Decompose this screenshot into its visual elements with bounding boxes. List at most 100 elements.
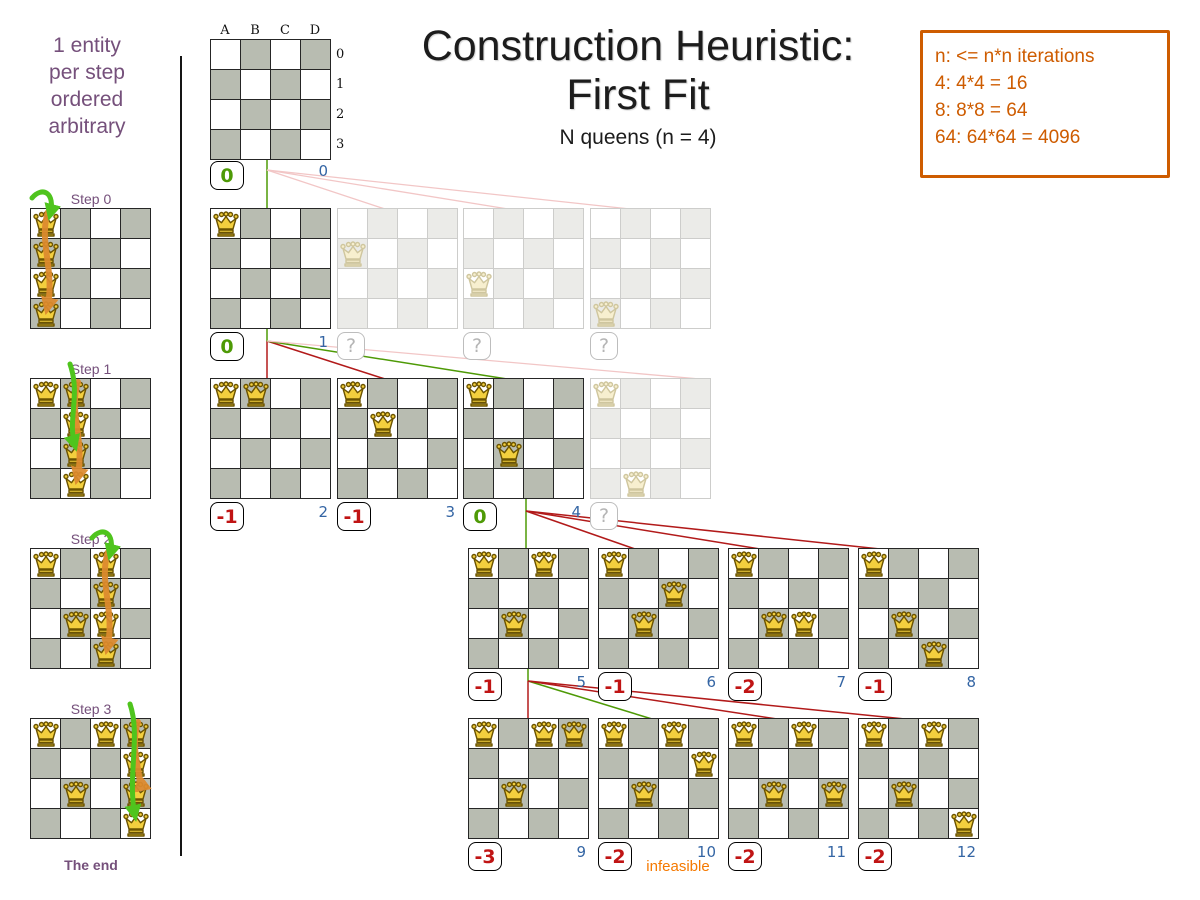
board-cell (428, 299, 458, 329)
board-cell (499, 749, 529, 779)
board-cell (681, 239, 711, 269)
queen-icon (32, 720, 60, 748)
board-cell (651, 239, 681, 269)
queen-icon (592, 380, 620, 408)
board-cell (729, 719, 759, 749)
board-cell (554, 269, 584, 299)
board-cell (91, 719, 121, 749)
board-cell (759, 809, 789, 839)
board-cell (301, 409, 331, 439)
row-label: 3 (336, 137, 345, 152)
score-badge: -2 (728, 842, 762, 871)
board-cell (241, 130, 271, 160)
board-cell (651, 469, 681, 499)
queen-icon (820, 780, 848, 808)
board-cell (499, 549, 529, 579)
board-cell (524, 269, 554, 299)
board-cell (949, 779, 979, 809)
candidate-chessboard (337, 208, 458, 329)
queen-icon (500, 610, 528, 638)
board-cell (554, 299, 584, 329)
queen-icon (470, 720, 498, 748)
queen-icon (622, 470, 650, 498)
note-line: 4: 4*4 = 16 (935, 73, 1028, 94)
board-cell (338, 209, 368, 239)
board-cell (338, 409, 368, 439)
entity-order-line: arbitrary (48, 115, 126, 138)
board-cell (469, 749, 499, 779)
board-cell (338, 269, 368, 299)
score-badge: 0 (463, 502, 497, 531)
board-cell (529, 549, 559, 579)
step-chessboard (30, 378, 151, 499)
board-cell (31, 409, 61, 439)
board-cell (494, 239, 524, 269)
board-cell (121, 549, 151, 579)
board-cell (689, 749, 719, 779)
board-cell (338, 299, 368, 329)
queen-icon (32, 270, 60, 298)
candidate-chessboard (337, 378, 458, 499)
board-cell (949, 809, 979, 839)
board-cell (559, 809, 589, 839)
board-cell (559, 549, 589, 579)
board-cell (949, 639, 979, 669)
column-label: C (280, 23, 290, 38)
board-cell (91, 299, 121, 329)
board-cell (271, 439, 301, 469)
entity-order-line: per step (49, 61, 125, 84)
candidate-chessboard (468, 718, 589, 839)
board-cell (789, 779, 819, 809)
board-cell (681, 439, 711, 469)
queen-icon (212, 380, 240, 408)
board-cell (621, 209, 651, 239)
board-cell (919, 579, 949, 609)
board-cell (494, 269, 524, 299)
board-cell (301, 100, 331, 130)
board-cell (61, 209, 91, 239)
board-cell (91, 409, 121, 439)
move-index-number: 1 (318, 333, 328, 351)
board-cell (121, 609, 151, 639)
board-cell (464, 379, 494, 409)
board-cell (91, 379, 121, 409)
board-cell (524, 469, 554, 499)
board-cell (301, 379, 331, 409)
queen-icon (212, 210, 240, 238)
board-cell (659, 809, 689, 839)
candidate-chessboard (858, 718, 979, 839)
queen-icon (62, 610, 90, 638)
queen-icon (122, 780, 150, 808)
score-badge: ? (463, 332, 491, 360)
board-cell (301, 469, 331, 499)
board-cell (524, 379, 554, 409)
step-chessboard (30, 718, 151, 839)
board-cell (759, 579, 789, 609)
board-cell (919, 719, 949, 749)
board-cell (681, 299, 711, 329)
queen-icon (500, 780, 528, 808)
queen-icon (790, 610, 818, 638)
queen-icon (660, 580, 688, 608)
board-cell (591, 379, 621, 409)
score-badge: 0 (210, 161, 244, 190)
board-cell (689, 809, 719, 839)
queen-icon (592, 300, 620, 328)
board-cell (271, 379, 301, 409)
board-cell (651, 299, 681, 329)
queen-icon (690, 750, 718, 778)
board-cell (591, 409, 621, 439)
board-cell (31, 609, 61, 639)
board-cell (524, 439, 554, 469)
board-cell (494, 209, 524, 239)
board-cell (469, 609, 499, 639)
column-label: A (220, 23, 230, 38)
root-chessboard (210, 39, 331, 160)
board-cell (591, 469, 621, 499)
board-cell (599, 809, 629, 839)
board-cell (599, 579, 629, 609)
board-cell (469, 639, 499, 669)
board-cell (271, 409, 301, 439)
board-cell (591, 439, 621, 469)
board-cell (789, 719, 819, 749)
